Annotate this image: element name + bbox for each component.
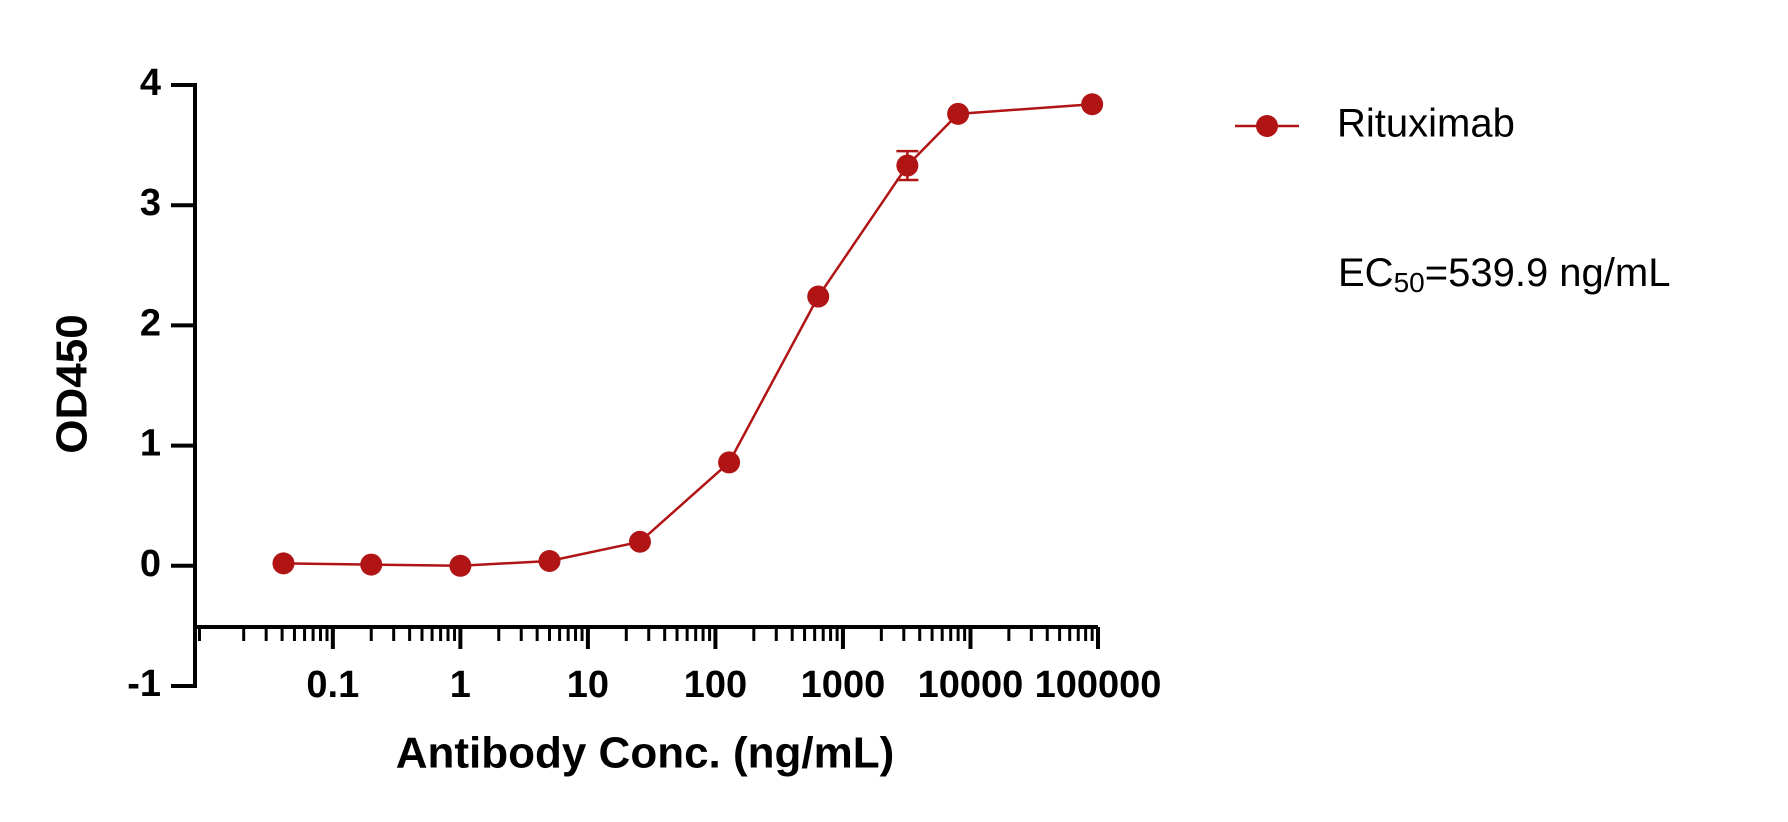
- point: [272, 552, 295, 575]
- point: [538, 549, 561, 572]
- legend-marker: [1256, 115, 1278, 137]
- point: [718, 451, 741, 474]
- annotation-tail: =539.9 ng/mL: [1425, 251, 1671, 295]
- point: [1081, 93, 1104, 116]
- y-tick-label: 3: [140, 182, 161, 224]
- series-line: [283, 102, 1093, 568]
- annotation: EC50=539.9 ng/mL: [1338, 251, 1670, 299]
- x-tick-label: 100000: [1035, 664, 1162, 706]
- annotation-main: EC: [1338, 251, 1394, 295]
- y-tick-label: 1: [140, 423, 161, 465]
- point: [896, 154, 919, 177]
- y-axis-title: OD450: [48, 314, 97, 453]
- x-tick-label: 0.1: [306, 664, 359, 706]
- point: [807, 285, 830, 308]
- x-tick-label: 10000: [918, 664, 1024, 706]
- y-tick-label: 0: [140, 543, 161, 585]
- annotation-sub: 50: [1394, 267, 1425, 298]
- x-tick-label: 10: [567, 664, 609, 706]
- point: [947, 102, 970, 125]
- point: [360, 553, 383, 576]
- y-tick-label: -1: [127, 663, 161, 705]
- y-tick-label: 4: [140, 62, 161, 104]
- point: [449, 554, 472, 577]
- y-tick-label: 2: [140, 302, 161, 344]
- x-tick-label: 1000: [801, 664, 886, 706]
- x-tick-label: 100: [684, 664, 747, 706]
- legend-label: Rituximab: [1337, 102, 1515, 146]
- x-tick-label: 1: [450, 664, 471, 706]
- x-axis-title: Antibody Conc. (ng/mL): [396, 729, 895, 778]
- point: [628, 530, 651, 553]
